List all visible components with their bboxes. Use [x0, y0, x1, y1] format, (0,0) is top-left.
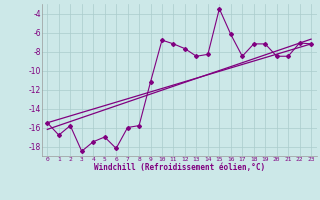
X-axis label: Windchill (Refroidissement éolien,°C): Windchill (Refroidissement éolien,°C): [94, 163, 265, 172]
